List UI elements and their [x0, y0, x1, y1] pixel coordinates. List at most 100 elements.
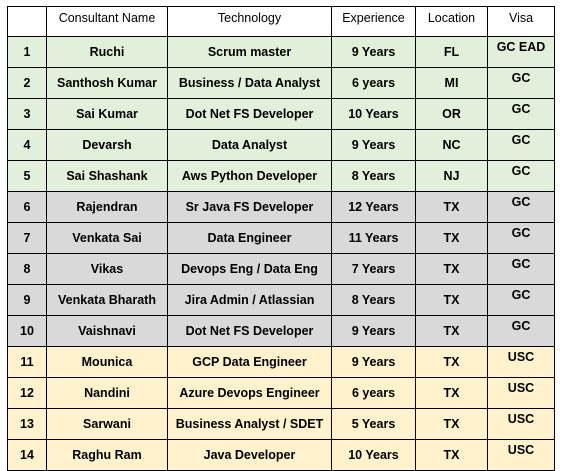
- experience-cell: 6 years: [331, 377, 416, 409]
- experience-cell: 7 Years: [331, 253, 416, 285]
- table-row: 6 Rajendran Sr Java FS Developer 12 Years TX…: [7, 191, 555, 223]
- visa-cell: GC: [487, 253, 555, 285]
- row-number-cell: 7: [7, 222, 47, 254]
- consultant-name-cell: Mounica: [46, 346, 168, 378]
- visa-cell: GC: [487, 315, 555, 347]
- experience-cell: 6 years: [331, 67, 416, 99]
- table-header: Consultant Name Technology Experience Lo…: [7, 6, 555, 37]
- location-cell: MI: [415, 67, 488, 99]
- experience-cell: 8 Years: [331, 160, 416, 192]
- consultant-name-cell: Ruchi: [46, 36, 168, 68]
- row-number-cell: 9: [7, 284, 47, 316]
- row-number-cell: 14: [7, 439, 47, 471]
- experience-cell: 11 Years: [331, 222, 416, 254]
- row-number-cell: 2: [7, 67, 47, 99]
- table-body: 1 Ruchi Scrum master 9 Years FL GC EAD 2 Santho…: [7, 36, 555, 471]
- technology-cell: Data Analyst: [167, 129, 332, 161]
- visa-cell: GC: [487, 191, 555, 223]
- consultant-name-cell: Devarsh: [46, 129, 168, 161]
- visa-cell: GC: [487, 160, 555, 192]
- visa-cell: USC: [487, 439, 555, 471]
- table-row: 1 Ruchi Scrum master 9 Years FL GC EAD: [7, 36, 555, 68]
- consultant-name-cell: Sai Shashank: [46, 160, 168, 192]
- header-experience: Experience: [331, 6, 416, 37]
- table-row: 2 Santhosh Kumar Business / Data Analyst 6 …: [7, 67, 555, 99]
- technology-cell: Data Engineer: [167, 222, 332, 254]
- visa-cell: USC: [487, 408, 555, 440]
- table-row: 10 Vaishnavi Dot Net FS Developer 9 Years TX…: [7, 315, 555, 347]
- row-number-cell: 11: [7, 346, 47, 378]
- table-row: 11 Mounica GCP Data Engineer 9 Years TX USC: [7, 346, 555, 378]
- table-row: 4 Devarsh Data Analyst 9 Years NC GC: [7, 129, 555, 161]
- technology-cell: Azure Devops Engineer: [167, 377, 332, 409]
- header-visa: Visa: [487, 6, 555, 37]
- technology-cell: Business Analyst / SDET: [167, 408, 332, 440]
- consultant-name-cell: Venkata Sai: [46, 222, 168, 254]
- technology-cell: Business / Data Analyst: [167, 67, 332, 99]
- table-row: 8 Vikas Devops Eng / Data Eng 7 Years TX GC: [7, 253, 555, 285]
- experience-cell: 10 Years: [331, 439, 416, 471]
- row-number-cell: 3: [7, 98, 47, 130]
- experience-cell: 10 Years: [331, 98, 416, 130]
- experience-cell: 9 Years: [331, 36, 416, 68]
- row-number-cell: 10: [7, 315, 47, 347]
- table-row: 5 Sai Shashank Aws Python Developer 8 Years…: [7, 160, 555, 192]
- location-cell: TX: [415, 346, 488, 378]
- row-number-cell: 13: [7, 408, 47, 440]
- location-cell: TX: [415, 222, 488, 254]
- visa-cell: GC: [487, 67, 555, 99]
- technology-cell: Dot Net FS Developer: [167, 98, 332, 130]
- technology-cell: Scrum master: [167, 36, 332, 68]
- visa-cell: USC: [487, 346, 555, 378]
- location-cell: TX: [415, 377, 488, 409]
- visa-cell: GC: [487, 98, 555, 130]
- visa-cell: GC: [487, 222, 555, 254]
- visa-cell: GC EAD: [487, 36, 555, 68]
- experience-cell: 8 Years: [331, 284, 416, 316]
- visa-cell: USC: [487, 377, 555, 409]
- location-cell: TX: [415, 408, 488, 440]
- technology-cell: Sr Java FS Developer: [167, 191, 332, 223]
- technology-cell: Jira Admin / Atlassian: [167, 284, 332, 316]
- experience-cell: 12 Years: [331, 191, 416, 223]
- table-row: 13 Sarwani Business Analyst / SDET 5 Years T…: [7, 408, 555, 440]
- consultant-name-cell: Vaishnavi: [46, 315, 168, 347]
- experience-cell: 9 Years: [331, 315, 416, 347]
- location-cell: TX: [415, 315, 488, 347]
- consultant-name-cell: Rajendran: [46, 191, 168, 223]
- technology-cell: GCP Data Engineer: [167, 346, 332, 378]
- table-row: 12 Nandini Azure Devops Engineer 6 years TX U…: [7, 377, 555, 409]
- location-cell: TX: [415, 439, 488, 471]
- experience-cell: 9 Years: [331, 129, 416, 161]
- consultant-name-cell: Venkata Bharath: [46, 284, 168, 316]
- technology-cell: Dot Net FS Developer: [167, 315, 332, 347]
- location-cell: OR: [415, 98, 488, 130]
- technology-cell: Aws Python Developer: [167, 160, 332, 192]
- location-cell: NC: [415, 129, 488, 161]
- technology-cell: Java Developer: [167, 439, 332, 471]
- row-number-cell: 6: [7, 191, 47, 223]
- consultant-name-cell: Sarwani: [46, 408, 168, 440]
- visa-cell: GC: [487, 284, 555, 316]
- consultant-name-cell: Sai Kumar: [46, 98, 168, 130]
- consultant-name-cell: Nandini: [46, 377, 168, 409]
- header-technology: Technology: [167, 6, 332, 37]
- location-cell: NJ: [415, 160, 488, 192]
- header-consultant-name: Consultant Name: [46, 6, 168, 37]
- row-number-cell: 8: [7, 253, 47, 285]
- table-row: 3 Sai Kumar Dot Net FS Developer 10 Years OR…: [7, 98, 555, 130]
- location-cell: TX: [415, 253, 488, 285]
- visa-cell: GC: [487, 129, 555, 161]
- row-number-cell: 4: [7, 129, 47, 161]
- experience-cell: 9 Years: [331, 346, 416, 378]
- consultant-name-cell: Raghu Ram: [46, 439, 168, 471]
- header-number: [7, 6, 47, 37]
- row-number-cell: 12: [7, 377, 47, 409]
- row-number-cell: 1: [7, 36, 47, 68]
- consultant-name-cell: Vikas: [46, 253, 168, 285]
- row-number-cell: 5: [7, 160, 47, 192]
- table-row: 9 Venkata Bharath Jira Admin / Atlassian 8 …: [7, 284, 555, 316]
- table-row: 14 Raghu Ram Java Developer 10 Years TX USC: [7, 439, 555, 471]
- header-row: Consultant Name Technology Experience Lo…: [7, 6, 555, 37]
- location-cell: TX: [415, 191, 488, 223]
